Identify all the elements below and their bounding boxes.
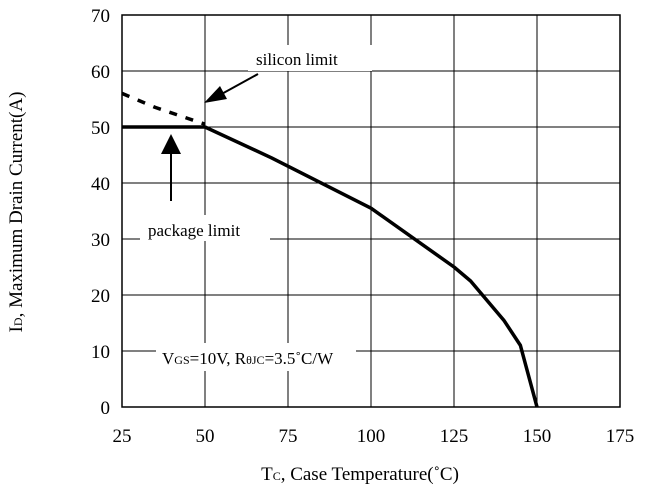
silicon-limit-label: silicon limit [256,50,338,69]
x-tick-label: 75 [279,426,298,447]
x-tick-label: 175 [606,426,635,447]
x-tick-label: 125 [440,426,469,447]
package-limit-label-bg [140,215,270,241]
x-tick-label: 100 [357,426,386,447]
derating-curve [204,125,539,408]
y-tick-label: 20 [91,286,110,307]
plot-frame [121,14,621,408]
y-tick-label: 60 [91,62,110,83]
y-tick-label: 70 [91,6,110,27]
silicon-limit-arrow [204,73,259,103]
y-tick-label: 0 [101,398,111,419]
y-tick-labels: 0 10 20 30 40 50 60 70 [91,6,110,419]
silicon-limit-line [121,91,206,126]
silicon-limit-label-bg [248,45,372,71]
series-group [121,91,539,408]
x-tick-label: 50 [196,426,215,447]
y-axis-title: ID, Maximum Drain Current(A) [6,92,27,333]
x-tick-label: 25 [113,426,132,447]
x-tick-labels: 25 50 75 100 125 150 175 [113,426,635,447]
package-limit-label: package limit [148,221,240,240]
y-tick-label: 40 [91,174,110,195]
y-tick-label: 30 [91,230,110,251]
y-tick-label: 10 [91,342,110,363]
conditions-label-bg [156,343,356,371]
x-tick-label: 150 [523,426,552,447]
package-limit-arrow [161,134,181,201]
y-tick-label: 50 [91,118,110,139]
x-axis-title: TC, Case Temperature(˚C) [261,464,459,485]
conditions-label: VGS=10V, RθJC=3.5˚C/W [162,349,334,368]
